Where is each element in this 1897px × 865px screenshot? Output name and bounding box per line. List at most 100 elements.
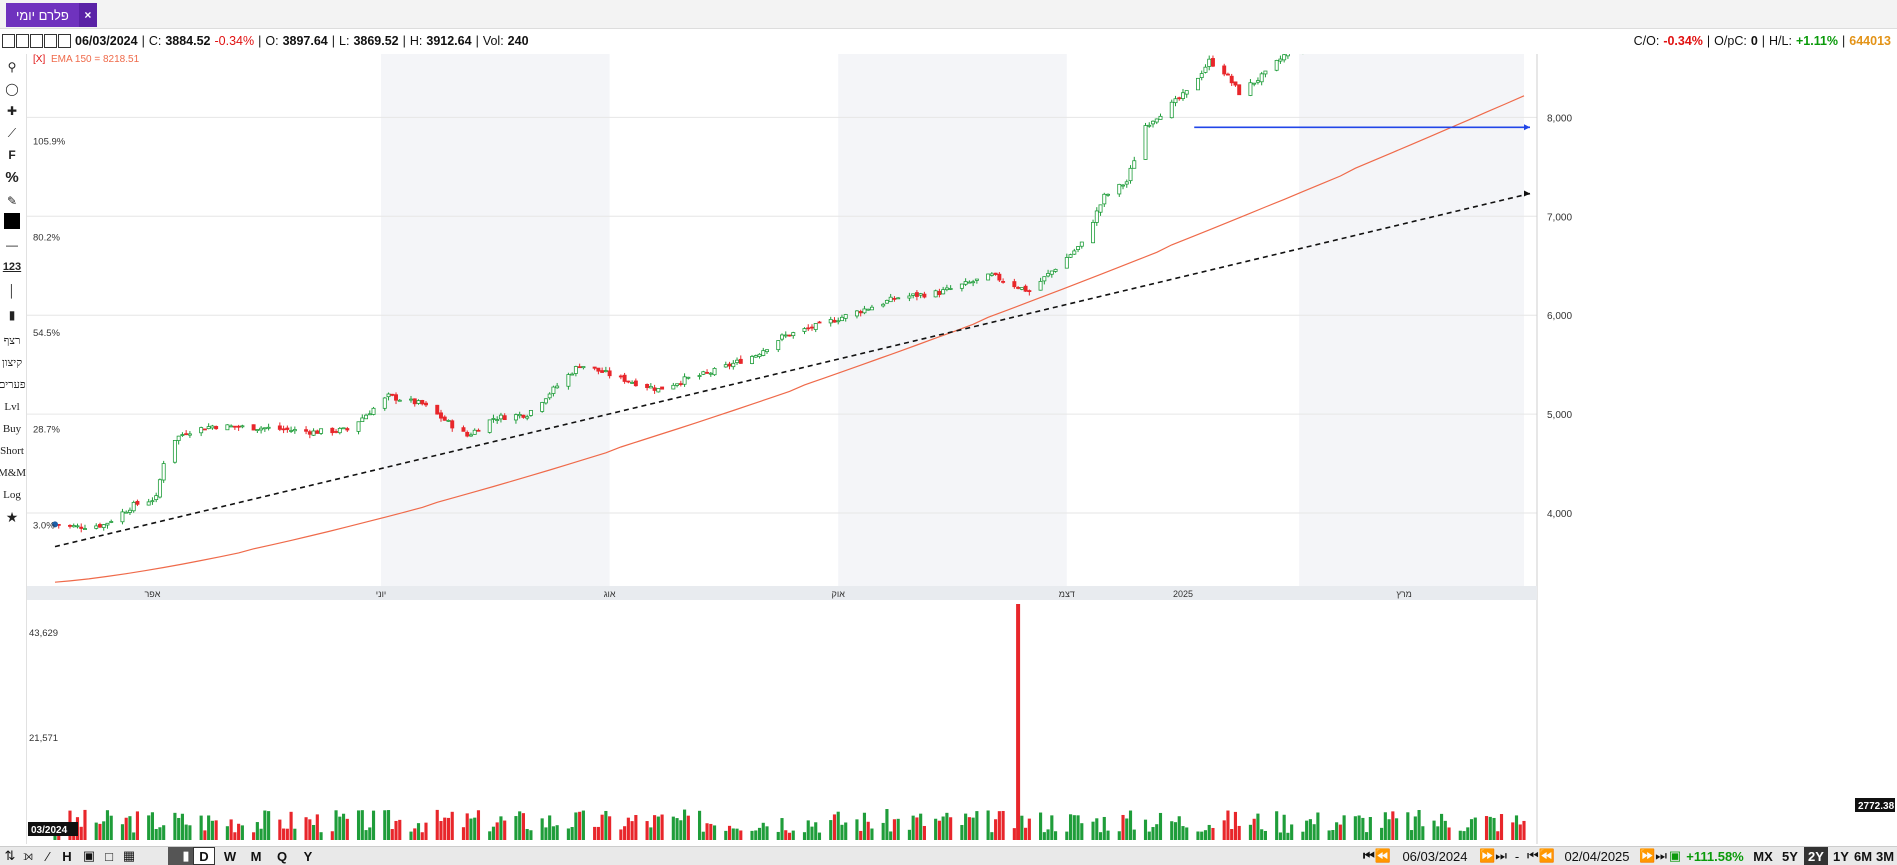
hline-tool[interactable]: H — [62, 848, 72, 864]
tool-mm[interactable]: M&M — [0, 467, 27, 479]
percent-tick-label: 28.7% — [33, 424, 60, 435]
color-swatch[interactable] — [0, 212, 24, 230]
candle-icon[interactable]: ▮ — [8, 308, 16, 322]
volume-bar — [237, 823, 241, 840]
vertical-line-icon[interactable]: │ — [8, 284, 16, 298]
volume-tick-label: 21,571 — [29, 733, 58, 744]
volume-bar — [574, 812, 578, 840]
crosshair-icon[interactable]: ✚ — [6, 104, 18, 118]
percent-axis: 3.0%28.7%54.5%80.2%105.9%131.7%157.4% — [33, 136, 66, 531]
tool-sequence[interactable]: רצף — [3, 335, 21, 347]
tool-gaps[interactable]: פערים — [0, 379, 26, 391]
volume-bar — [971, 817, 975, 840]
fibonacci-tool[interactable]: F — [8, 148, 16, 162]
volume-bar — [960, 824, 964, 840]
tool-level[interactable]: Lvl — [4, 401, 20, 413]
nav-start-icon[interactable]: ⏮⏪ — [1363, 848, 1391, 863]
volume-bar — [765, 826, 769, 840]
volume-bar — [709, 823, 713, 840]
volume-bar — [135, 811, 140, 840]
volume-bar — [997, 811, 1001, 840]
range-button-1y[interactable]: 1Y — [1833, 848, 1849, 864]
to-date[interactable]: 02/04/2025 — [1564, 848, 1630, 864]
frame-icon[interactable]: ▣ — [82, 848, 96, 863]
line-width-icon[interactable]: — — [6, 238, 18, 252]
line-tool-icon[interactable]: ⟕ — [23, 848, 33, 863]
volume-bar — [1020, 815, 1024, 840]
volume-bar — [1447, 827, 1451, 840]
tool-extreme[interactable]: קיצון — [1, 357, 23, 369]
candle-body — [109, 521, 114, 523]
candle-body — [229, 425, 234, 428]
candle-body — [1282, 54, 1287, 61]
candle-body — [199, 427, 204, 434]
nav-forward-icon[interactable]: ⏩⏭ — [1479, 848, 1507, 863]
range-button-5y[interactable]: 5Y — [1782, 848, 1798, 864]
candle-body — [386, 393, 391, 398]
candle-body — [154, 495, 159, 501]
volume-bar — [312, 824, 316, 840]
remove-indicator[interactable]: [X] — [33, 54, 45, 65]
range-button-3m[interactable]: 3M — [1875, 848, 1895, 864]
close-icon[interactable]: × — [78, 3, 97, 27]
trendline-icon[interactable]: ⟋ — [7, 125, 17, 140]
draw-line-icon[interactable]: ∕ — [46, 848, 50, 864]
window-icon[interactable]: □ — [105, 848, 113, 864]
volume-bar — [581, 810, 585, 840]
volume-bar — [98, 823, 102, 840]
start-marker — [52, 521, 58, 528]
range-button-6m[interactable]: 6M — [1853, 848, 1873, 864]
settings-icon[interactable] — [30, 34, 43, 48]
eraser-icon[interactable]: ◯ — [5, 82, 19, 96]
volume-bar — [158, 827, 162, 840]
search-icon[interactable]: ⚲ — [7, 60, 17, 74]
volume-bar — [345, 818, 349, 840]
candle-body — [319, 428, 324, 434]
star-icon[interactable]: ★ — [5, 508, 19, 525]
chart-mode-icons[interactable] — [2, 34, 71, 48]
drawn-line[interactable] — [54, 192, 1531, 548]
candle-body — [1102, 193, 1107, 205]
volume-bar — [476, 810, 481, 840]
interval-button-y[interactable]: Y — [303, 848, 313, 864]
candle-body — [1199, 73, 1204, 78]
interval-button-m[interactable]: M — [250, 848, 262, 864]
candle-body — [971, 281, 976, 284]
numbering-tool[interactable]: 123 — [2, 261, 22, 273]
range-button-2y[interactable]: 2Y — [1804, 847, 1828, 865]
volume-bar — [495, 822, 499, 840]
refresh-icon[interactable] — [44, 34, 57, 48]
save-icon[interactable]: ▦ — [122, 848, 136, 863]
window-tab[interactable]: פלרם יומי × — [6, 3, 97, 27]
nav-end-icon[interactable]: ⏩⏭ — [1639, 848, 1667, 863]
tool-short[interactable]: Short — [0, 445, 24, 457]
candle-body — [157, 479, 162, 498]
volume-bar — [608, 816, 612, 840]
candle-body — [1038, 281, 1043, 291]
user-drawings — [52, 124, 1531, 548]
nav-back-icon[interactable]: ⏮⏪ — [1527, 848, 1555, 863]
trade-icon[interactable] — [58, 34, 71, 48]
volume-bar — [735, 828, 739, 840]
grid-icon[interactable] — [16, 34, 29, 48]
tool-log[interactable]: Log — [3, 489, 21, 501]
percent-tool[interactable]: % — [5, 168, 19, 186]
from-date[interactable]: 06/03/2024 — [1402, 848, 1468, 864]
interval-button-d[interactable]: D — [193, 847, 215, 865]
volume-bar — [1278, 832, 1282, 840]
chart-type-icon[interactable] — [2, 34, 15, 48]
candle-body — [941, 289, 946, 295]
volume-bar — [1185, 827, 1189, 840]
high-value: 3912.64 — [426, 34, 472, 48]
candle-body — [311, 430, 316, 436]
volume-bar — [315, 814, 319, 840]
range-button-mx[interactable]: MX — [1753, 848, 1773, 864]
candle-body — [1263, 70, 1268, 75]
pencil-icon[interactable]: ✎ — [6, 194, 18, 208]
lock-icon[interactable]: ▣ — [1668, 848, 1682, 863]
interval-button-w[interactable]: W — [223, 848, 237, 864]
tool-buy[interactable]: Buy — [2, 423, 22, 435]
interval-button-q[interactable]: Q — [276, 848, 288, 864]
zoom-tool-icon[interactable]: ⇅ — [4, 848, 16, 863]
